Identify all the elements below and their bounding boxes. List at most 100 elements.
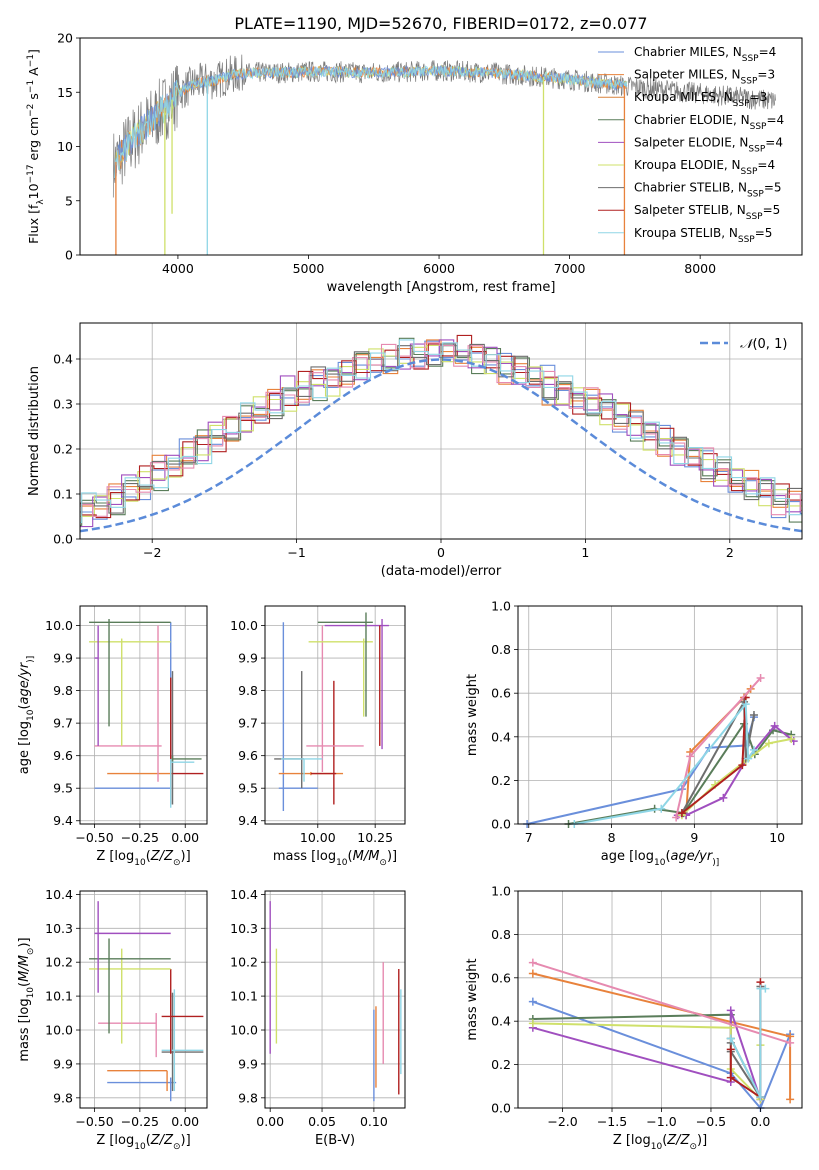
y-tick-label: 10.3: [230, 921, 258, 936]
legend-label: Salpeter MILES, NSSP=3: [634, 68, 775, 87]
spectrum-model-3: [114, 64, 628, 179]
legend-label: Kroupa STELIB, NSSP=5: [634, 226, 772, 245]
y-tick-label: 0.0: [491, 1101, 511, 1116]
weight-series: [532, 961, 791, 1044]
y-tick-label: 9.9: [238, 1056, 258, 1071]
y-tick-label: 0.0: [53, 532, 73, 547]
y-tick-label: 0.8: [491, 642, 511, 657]
y-tick-label: 10.4: [230, 887, 258, 902]
y-tick-label: 0.6: [491, 970, 511, 985]
x-tick-label: 5000: [293, 261, 325, 276]
weight-marker: [726, 1006, 735, 1015]
normal-curve: [80, 358, 802, 533]
y-tick-label: 9.6: [238, 748, 258, 763]
weight-marker: [786, 1095, 795, 1104]
x-axis-label: (data-model)/error: [381, 564, 502, 579]
x-tick-label: 2: [726, 545, 734, 560]
y-tick-label: 0.3: [53, 397, 73, 412]
x-tick-label: −0.25: [121, 830, 159, 845]
x-tick-label: 0.00: [256, 1114, 284, 1129]
x-tick-label: 7000: [554, 261, 586, 276]
weight-marker: [764, 739, 773, 748]
y-tick-label: 9.5: [238, 781, 258, 796]
x-tick-label: 8: [608, 830, 616, 845]
y-tick-label: 10.0: [230, 1023, 258, 1038]
axes-frame: [517, 605, 803, 825]
axes-frame: [264, 605, 406, 825]
weight-marker: [528, 958, 537, 967]
y-tick-label: 10.4: [45, 887, 73, 902]
y-tick-label: 10.1: [45, 989, 73, 1004]
legend-label: Salpeter STELIB, NSSP=5: [634, 203, 780, 222]
age_vs_Z-panel: −0.50 −0.25 0.00 9.4 9.5 9.6 9.7 9.8 9.9 10.0 Z [l…: [17, 605, 208, 868]
spectrum-legend: Chabrier MILES, NSSP=4 Salpeter MILES, NS…: [598, 45, 784, 245]
weight-marker: [726, 1045, 735, 1054]
y-tick-label: 10.2: [230, 955, 258, 970]
weight-series: [532, 1000, 792, 1110]
y-tick-label: 0.2: [491, 773, 511, 788]
y-tick-label: 9.5: [53, 781, 73, 796]
y-tick-label: 10.0: [45, 1023, 73, 1038]
y-axis-label: Flux [fλ10−17 erg cm−2 s−1 A−1]: [26, 49, 46, 244]
weight_vs_Z-panel: −2.0 −1.5 −1.0 −0.5 0.0 0.0 0.2 0.4 0.6 0.8 1.0 Z […: [465, 884, 803, 1152]
y-tick-label: 9.7: [238, 716, 258, 731]
weight-marker: [719, 793, 728, 802]
mass_vs_EBV-panel: 0.00 0.05 0.10 9.8 9.9 10.0 10.1 10.2 10.3 10.4 E(…: [230, 887, 406, 1148]
y-axis-label: Normed distribution: [27, 366, 42, 496]
y-tick-label: 9.8: [53, 683, 73, 698]
y-tick-label: 0.0: [491, 817, 511, 832]
weight-marker: [756, 1093, 765, 1102]
y-tick-label: 9.8: [238, 683, 258, 698]
x-axis-label: Z [log10(Z/Z⊙)]: [613, 1133, 707, 1152]
mass_vs_Z-data: [89, 901, 204, 1102]
age_vs_mass-panel: 10.00 10.25 9.4 9.5 9.6 9.7 9.8 9.9 10.0 mass [lo…: [230, 605, 406, 868]
y-tick-label: 0.2: [491, 1057, 511, 1072]
weight-marker: [744, 754, 753, 763]
mass_vs_EBV-data: [269, 901, 402, 1102]
weight-marker: [726, 1034, 735, 1043]
x-tick-label: 4000: [162, 261, 194, 276]
x-tick-label: 7: [525, 830, 533, 845]
legend-label: Chabrier ELODIE, NSSP=4: [634, 113, 784, 132]
spectrum-model-2: [114, 65, 628, 179]
weight-series: [526, 716, 755, 825]
y-tick-label: 20: [57, 31, 73, 46]
y-tick-label: 0.6: [491, 686, 511, 701]
x-axis-label: Z [log10(Z/Z⊙)]: [96, 849, 190, 868]
age_vs_Z-data: [89, 619, 204, 808]
y-tick-label: 0.4: [53, 352, 73, 367]
y-tick-label: 10.1: [230, 989, 258, 1004]
y-tick-label: 0.8: [491, 927, 511, 942]
weight_vs_Z-data: [528, 958, 795, 1112]
x-tick-label: 0.05: [308, 1114, 336, 1129]
x-tick-label: −2.0: [547, 1114, 577, 1129]
x-axis-label: E(B-V): [315, 1133, 355, 1148]
weight-marker: [756, 673, 765, 682]
axes-frame: [79, 890, 208, 1109]
weight-marker: [672, 813, 681, 822]
mass_vs_Z-panel: −0.50 −0.25 0.00 9.8 9.9 10.0 10.1 10.2 10.3 10.4…: [17, 887, 208, 1152]
legend-label: Chabrier STELIB, NSSP=5: [634, 181, 782, 200]
y-tick-label: 9.9: [238, 651, 258, 666]
weight-marker: [786, 1038, 795, 1047]
weight-marker: [726, 1073, 735, 1082]
y-axis-label: mass weight: [465, 958, 480, 1040]
axes-frame: [517, 890, 803, 1109]
y-tick-label: 5: [65, 193, 73, 208]
axes-frame: [264, 890, 406, 1109]
y-tick-label: 1.0: [491, 884, 511, 899]
y-tick-label: 10.2: [45, 955, 73, 970]
y-tick-label: 15: [57, 85, 73, 100]
weight-marker: [741, 700, 750, 709]
weight-series: [568, 721, 792, 825]
x-tick-label: −0.5: [696, 1114, 726, 1129]
y-tick-label: 9.8: [53, 1090, 73, 1105]
weight-marker: [761, 984, 770, 993]
figure-title: PLATE=1190, MJD=52670, FIBERID=0172, z=0…: [234, 14, 647, 33]
weight-marker: [528, 969, 537, 978]
y-tick-label: 0.2: [53, 442, 73, 457]
y-axis-label: age [log10(age/yr)]: [17, 656, 36, 774]
y-tick-label: 9.8: [238, 1090, 258, 1105]
weight-series: [532, 1022, 762, 1102]
